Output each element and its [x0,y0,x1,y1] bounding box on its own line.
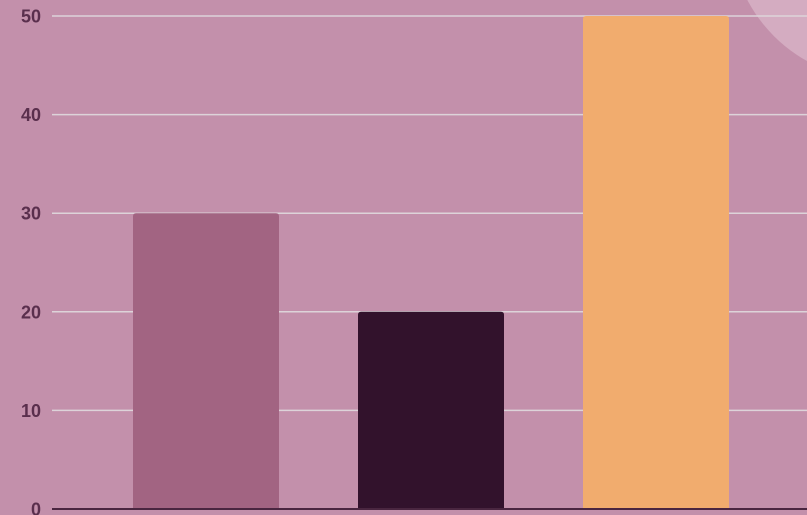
bar-2 [358,311,504,509]
y-tick-label-10: 10 [21,401,41,421]
y-tick-label-0: 0 [31,500,41,515]
y-tick-label-50: 50 [21,7,41,27]
y-tick-label-20: 20 [21,302,41,322]
bar-3 [583,16,729,509]
decorative-corner-circle [747,0,807,62]
y-tick-label-40: 40 [21,105,41,125]
y-tick-label-30: 30 [21,204,41,224]
bars [133,16,729,509]
bar-1 [133,213,279,509]
y-axis: 0 10 20 30 40 50 [21,7,807,515]
